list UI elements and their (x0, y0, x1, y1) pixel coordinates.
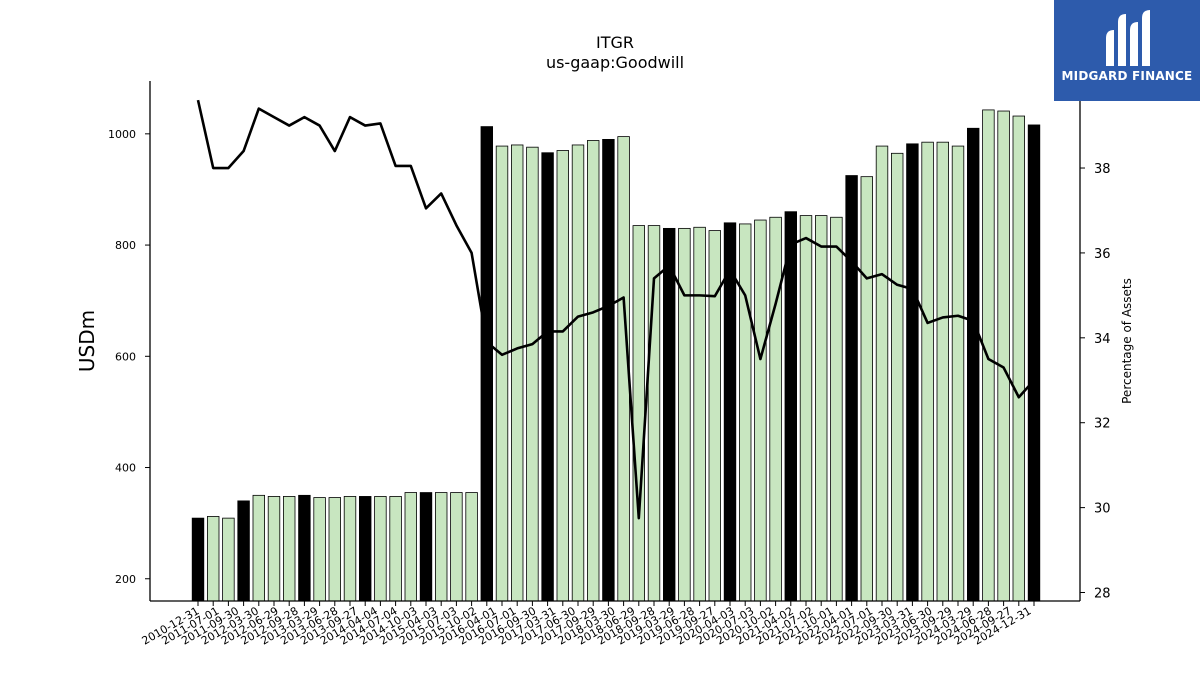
bar-2013-03-29 (328, 497, 342, 602)
bar-2012-09-28 (298, 494, 311, 602)
bar-2015-12-31 (495, 145, 509, 602)
bar-2019-06-28 (708, 230, 722, 602)
bar-2022-04-01 (875, 145, 889, 602)
brand-name: MIDGARD FINANCE (1061, 69, 1193, 83)
bar-2023-03-31 (936, 141, 950, 602)
y-right-tick-label: 38 (1094, 162, 1111, 177)
y-right-tick-label: 32 (1094, 417, 1111, 432)
bar-2016-12-31 (556, 150, 570, 602)
midgard-logo-icon (1106, 10, 1150, 66)
y-right-tick-label: 30 (1094, 502, 1111, 517)
bar-2024-09-27 (1027, 124, 1041, 602)
y-tick-label: 400 (115, 462, 136, 475)
bar-2021-04-02 (815, 215, 828, 602)
bar-2017-06-30 (587, 140, 600, 602)
bar-2020-12-31 (799, 215, 813, 602)
y-tick-label: 600 (115, 350, 136, 363)
bar-2024-06-28 (1012, 115, 1026, 602)
bar-2011-04-01 (206, 516, 220, 602)
bar-2016-04-01 (510, 144, 524, 602)
bar-2017-03-31 (571, 144, 585, 602)
bar-2014-07-04 (404, 492, 418, 602)
y-tick-label: 1000 (108, 128, 136, 141)
bar-2017-09-29 (602, 138, 615, 602)
bar-2022-07-01 (891, 152, 904, 602)
bar-series (191, 109, 1041, 602)
bar-2016-09-30 (541, 152, 554, 602)
bar-2014-10-03 (419, 492, 433, 602)
y-right-tick-label: 36 (1094, 247, 1111, 262)
brand-logo: MIDGARD FINANCE (1054, 0, 1200, 101)
bar-2019-03-29 (693, 226, 706, 602)
bar-2011-07-01 (222, 517, 235, 602)
bar-2020-04-03 (754, 219, 767, 602)
bar-2024-03-29 (997, 110, 1010, 602)
bar-2013-06-28 (343, 496, 357, 602)
bar-2020-07-03 (769, 216, 782, 602)
pct-assets-line (196, 99, 1035, 520)
bar-2021-07-02 (830, 216, 843, 602)
bar-2012-06-29 (282, 496, 296, 602)
bar-2021-10-01 (845, 175, 858, 602)
bar-2018-12-31 (678, 227, 691, 602)
bar-2013-12-31 (374, 496, 387, 602)
bar-2022-09-30 (906, 143, 919, 602)
y-right-tick-label: 28 (1094, 587, 1111, 602)
bar-2011-12-31 (252, 494, 266, 602)
bar-2016-07-01 (526, 146, 539, 602)
bar-2015-10-02 (480, 126, 494, 602)
bar-2023-12-31 (982, 109, 995, 602)
bar-2018-09-28 (663, 227, 676, 602)
bar-2020-10-02 (784, 211, 798, 602)
bar-2012-03-30 (267, 496, 281, 602)
bar-2022-12-31 (921, 141, 934, 602)
bar-2014-12-31 (434, 492, 448, 602)
bar-2019-12-31 (739, 223, 752, 602)
bar-2010-12-31 (191, 517, 205, 602)
y-tick-label: 800 (115, 239, 136, 252)
bar-2015-07-03 (465, 492, 478, 602)
bar-2015-04-03 (450, 492, 463, 602)
bar-2023-09-29 (967, 127, 980, 602)
y-right-tick-label: 34 (1094, 332, 1111, 347)
y-tick-label: 200 (115, 573, 136, 586)
bar-2014-04-04 (389, 496, 402, 602)
bar-2021-12-31 (860, 176, 874, 602)
bar-2012-12-31 (313, 497, 326, 602)
chart-title: ITGR (596, 33, 634, 52)
y-axis-label-right: Percentage of Assets (1120, 278, 1134, 404)
bar-2018-03-30 (632, 225, 646, 602)
bar-2023-06-30 (951, 145, 965, 602)
bar-2019-09-27 (723, 222, 737, 602)
line-series (196, 99, 1035, 520)
bar-2013-09-27 (358, 496, 372, 602)
y-axis-label: USDm (75, 310, 99, 372)
bar-2011-09-30 (237, 500, 250, 602)
chart-subtitle: us-gaap:Goodwill (546, 53, 684, 72)
